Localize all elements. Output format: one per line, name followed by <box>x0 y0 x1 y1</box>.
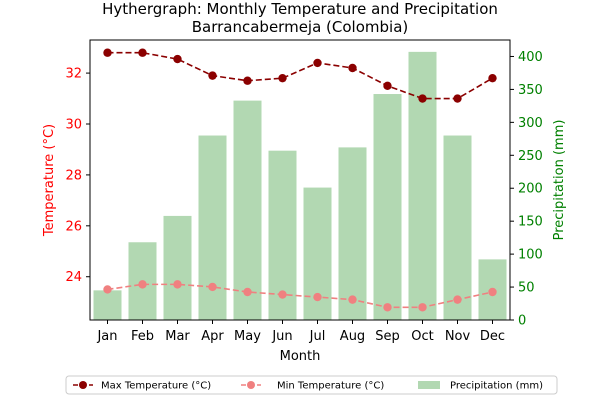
precipitation-bar-sep <box>373 94 402 320</box>
y-right-tick-label-350: 350 <box>518 83 543 98</box>
max-temp-point-sep <box>383 81 392 91</box>
max-temp-point-apr <box>208 71 217 80</box>
x-tick-label-nov: Nov <box>445 329 471 344</box>
chart-title: Hythergraph: Monthly Temperature and Pre… <box>102 0 498 18</box>
min-temp-point-mar <box>173 280 182 289</box>
min-temp-point-jun <box>278 290 287 299</box>
x-tick-label-feb: Feb <box>131 329 154 344</box>
legend-min-temp-label: Min Temperature (°C) <box>277 381 384 392</box>
x-tick-label-apr: Apr <box>201 329 224 344</box>
max-temp-point-jul <box>313 58 322 68</box>
chart-subtitle: Barrancabermeja (Colombia) <box>192 18 409 36</box>
precipitation-bar-nov <box>443 135 472 320</box>
y-right-tick-label-400: 400 <box>518 50 543 65</box>
y-left-tick-label-24: 24 <box>65 270 82 285</box>
precipitation-bars <box>93 51 507 321</box>
min-temp-point-feb <box>138 280 147 289</box>
min-temp-point-may <box>243 287 252 297</box>
x-tick-label-aug: Aug <box>340 329 365 344</box>
temperature-lines <box>103 48 497 312</box>
max-temp-point-oct <box>418 94 427 103</box>
x-tick-label-mar: Mar <box>165 329 190 344</box>
min-temp-point-apr <box>208 282 217 292</box>
precipitation-bar-may <box>233 100 262 321</box>
x-tick-label-sep: Sep <box>375 329 400 344</box>
legend-frame <box>65 375 558 395</box>
chart-axes: Jan Feb Mar Apr May Jun Jul Aug Sep Oct Nov Dec 24 26… <box>65 39 543 344</box>
min-temp-point-aug <box>348 295 357 304</box>
y-left-tick-label-26: 26 <box>65 219 82 234</box>
legend-precipitation-label: Precipitation (mm) <box>450 381 543 392</box>
precipitation-bar-apr <box>198 135 227 320</box>
min-temp-point-oct <box>418 303 427 312</box>
y-right-tick-label-300: 300 <box>518 116 543 131</box>
y-left-tick-label-32: 32 <box>65 67 82 82</box>
max-temp-point-jan <box>103 48 112 57</box>
plot-frame <box>89 39 511 321</box>
precipitation-bar-mar <box>163 215 192 320</box>
max-temp-point-nov <box>453 94 462 103</box>
y-right-tick-label-100: 100 <box>518 248 543 263</box>
x-tick-label-jul: Jul <box>309 329 326 344</box>
y-left-tick-label-28: 28 <box>65 168 82 183</box>
y-right-tick-label-250: 250 <box>518 149 543 164</box>
legend-max-temp-label: Max Temperature (°C) <box>101 381 211 392</box>
legend-max-temp-marker <box>79 381 87 389</box>
precipitation-bar-aug <box>338 147 367 320</box>
y-left-tick-label-30: 30 <box>65 118 82 133</box>
max-temp-line <box>107 51 493 100</box>
max-temp-point-may <box>243 76 252 85</box>
y-right-tick-label-0: 0 <box>518 314 526 329</box>
max-temp-point-feb <box>138 48 147 57</box>
min-temp-point-jan <box>103 285 112 294</box>
max-temp-point-dec <box>488 73 497 83</box>
legend-precipitation-swatch <box>418 381 440 389</box>
y-right-tick-label-50: 50 <box>518 281 535 296</box>
y-right-tick-label-200: 200 <box>518 182 543 197</box>
chart-legend: Max Temperature (°C) Min Temperature (°C)… <box>65 375 558 395</box>
legend-min-temp-marker <box>247 381 255 389</box>
y-axis-left-label: Temperature (°C) <box>42 124 57 237</box>
precipitation-bar-jan <box>93 290 122 320</box>
x-tick-label-may: May <box>234 329 261 344</box>
min-temp-point-nov <box>453 295 462 304</box>
x-tick-label-dec: Dec <box>480 329 505 344</box>
x-axis-label: Month <box>280 349 321 364</box>
max-temp-point-jun <box>278 73 287 83</box>
min-temp-point-jul <box>313 292 322 302</box>
precipitation-bar-oct <box>408 51 437 320</box>
min-temp-line <box>107 283 493 309</box>
min-temp-point-dec <box>488 287 497 297</box>
y-right-tick-label-150: 150 <box>518 215 543 230</box>
x-tick-label-jan: Jan <box>96 329 117 344</box>
max-temp-point-aug <box>348 63 357 73</box>
y-axis-right-label: Precipitation (mm) <box>552 120 567 241</box>
max-temp-point-mar <box>173 54 182 64</box>
x-tick-label-jun: Jun <box>271 329 292 344</box>
min-temp-point-sep <box>383 303 392 312</box>
x-tick-label-oct: Oct <box>411 329 433 344</box>
